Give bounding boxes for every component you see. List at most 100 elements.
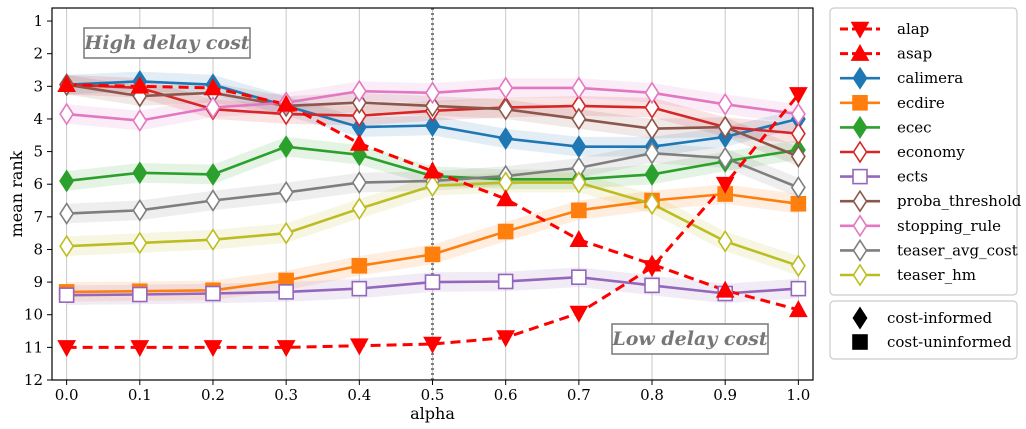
point-teaser-hm [644, 192, 660, 216]
point-stopping-rule [717, 92, 733, 116]
point-ecdire [351, 257, 368, 274]
point-alap [276, 340, 296, 358]
point-asap [130, 76, 150, 94]
point-ects [497, 273, 514, 290]
point-stopping-rule [132, 109, 148, 133]
x-tick-label: 0.7 [567, 386, 591, 404]
y-tick-label: 4 [33, 110, 43, 128]
point-asap [203, 78, 223, 96]
point-asap [349, 133, 369, 151]
y-tick-label: 8 [33, 240, 43, 258]
point-ects [790, 280, 807, 297]
point-teaser-avg-cost [59, 202, 75, 226]
point-teaser-hm [351, 197, 367, 221]
point-alap [715, 176, 735, 194]
point-ects [644, 277, 660, 294]
legend-label-calimera: calimera [897, 69, 963, 87]
point-ecec [205, 162, 221, 186]
annotation-high-delay-cost: High delay cost [83, 32, 249, 54]
legend-label-teaser-avg-cost: teaser_avg_cost [897, 241, 1018, 259]
marker-legend-icon-cost-uninformed [852, 334, 868, 350]
x-tick-label: 0.9 [713, 386, 737, 404]
legend-marker-alap [850, 21, 870, 39]
marker-legend-label-cost-uninformed: cost-uninformed [887, 333, 1012, 351]
point-asap [642, 254, 662, 272]
band-ecdire [66, 184, 799, 302]
point-ecec [132, 161, 148, 185]
y-tick-label: 10 [24, 306, 43, 324]
point-teaser-hm [278, 221, 294, 245]
point-stopping-rule [59, 102, 75, 126]
y-tick-label: 12 [24, 371, 43, 389]
point-proba-threshold [571, 107, 587, 131]
point-teaser-avg-cost [132, 198, 148, 222]
point-asap [715, 280, 735, 298]
band-calimera [66, 71, 799, 157]
legend-label-alap: alap [897, 20, 929, 38]
point-calimera [425, 114, 440, 137]
legend-marker-teaser-hm [852, 263, 868, 287]
x-tick-label: 0.6 [494, 386, 518, 404]
annotation-low-delay-cost: Low delay cost [611, 328, 767, 350]
legend-label-teaser-hm: teaser_hm [897, 266, 976, 284]
point-stopping-rule [571, 76, 587, 100]
point-proba-threshold [790, 145, 806, 168]
series-markers [57, 69, 808, 358]
point-teaser-hm [59, 234, 75, 258]
legend-marker-ecdire [852, 95, 868, 111]
x-tick-label: 0.2 [201, 386, 225, 404]
annotations: High delay cost Low delay cost [83, 27, 769, 355]
y-tick-label: 5 [33, 143, 43, 161]
point-stopping-rule [205, 96, 221, 119]
point-ects [351, 280, 368, 297]
point-ects [424, 274, 441, 290]
legend-label-ects: ects [897, 168, 928, 186]
band-teaser-hm [66, 172, 799, 276]
legend-marker-proba-threshold [852, 189, 868, 213]
point-ecdire [424, 246, 441, 263]
y-tick-label: 7 [33, 208, 43, 226]
x-tick-label: 0.1 [128, 386, 152, 404]
point-alap [57, 340, 76, 358]
legend-label-stopping-rule: stopping_rule [897, 217, 1001, 235]
legend-box [829, 7, 1018, 296]
point-teaser-avg-cost [790, 176, 806, 199]
point-teaser-hm [571, 171, 587, 195]
point-asap [423, 161, 442, 179]
point-ects [278, 284, 294, 300]
point-ecec [644, 162, 660, 186]
y-tick-label: 6 [33, 175, 43, 193]
x-tick-label: 0.4 [347, 386, 371, 404]
legend-label-ecdire: ecdire [897, 94, 945, 112]
point-alap [130, 340, 150, 358]
point-proba-threshold [644, 117, 660, 141]
point-alap [496, 330, 516, 348]
x-axis-label: alpha [410, 404, 455, 423]
annotation-box [83, 27, 251, 59]
x-tick-label: 1.0 [786, 386, 810, 404]
point-ects [571, 269, 587, 286]
legend-marker-economy [852, 140, 868, 164]
point-teaser-avg-cost [351, 171, 367, 195]
point-economy [790, 122, 806, 146]
legend-marker-calimera [852, 66, 868, 90]
point-asap [57, 75, 76, 92]
point-ecdire [497, 223, 514, 240]
legend-marker-asap [850, 43, 870, 61]
x-tick-label: 0.8 [640, 386, 664, 404]
marker-legend-icon-cost-informed [852, 306, 868, 330]
annotation-box [611, 323, 769, 355]
legend-marker-stopping-rule [852, 214, 868, 238]
point-alap [423, 336, 442, 354]
point-asap [496, 189, 516, 207]
legend-label-asap: asap [897, 45, 932, 63]
point-proba-threshold [498, 97, 514, 121]
band-proba-threshold [66, 74, 799, 167]
point-stopping-rule [644, 81, 660, 105]
x-tick-label: 0.3 [274, 386, 298, 404]
legend-label-economy: economy [897, 143, 965, 161]
point-alap [789, 87, 808, 105]
legend: alap asap calimera ecdire ecec economy ects pro… [829, 7, 1022, 296]
series-line-alap [66, 93, 800, 349]
